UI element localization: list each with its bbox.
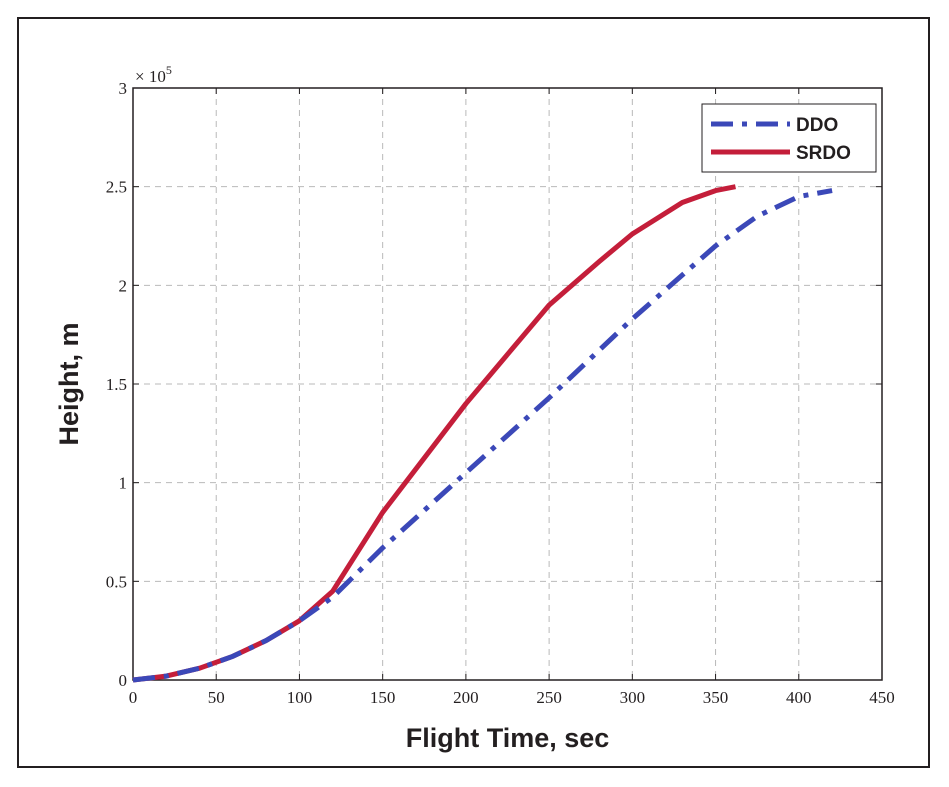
y-axis-multiplier-exponent: 5 — [166, 63, 172, 77]
x-tick-label: 450 — [869, 688, 895, 707]
x-tick-label: 400 — [786, 688, 812, 707]
series-line-ddo — [132, 188, 833, 683]
x-tick-label: 200 — [453, 688, 479, 707]
y-tick-label: 2 — [119, 276, 128, 295]
legend-box — [701, 103, 877, 173]
series-line-srdo — [132, 184, 736, 683]
y-tick-label: 0 — [119, 671, 128, 690]
x-tick-label: 100 — [287, 688, 313, 707]
y-axis-multiplier-base: × 10 — [135, 67, 166, 86]
y-axis-multiplier: × 105 — [135, 63, 172, 86]
series-lines — [132, 184, 833, 683]
y-tick-label: 1.5 — [106, 375, 127, 394]
legend: DDO SRDO — [701, 103, 877, 173]
y-tick-label: 2.5 — [106, 178, 127, 197]
x-axis-label: Flight Time, sec — [406, 723, 610, 753]
x-tick-label: 150 — [370, 688, 396, 707]
y-tick-label: 1 — [119, 474, 128, 493]
x-tick-label: 0 — [129, 688, 138, 707]
y-tick-label: 3 — [119, 79, 128, 98]
x-tick-label: 350 — [703, 688, 729, 707]
x-tick-label: 50 — [208, 688, 225, 707]
legend-label-ddo: DDO — [796, 115, 838, 136]
axis-ticks: 0 50 100 150 200 250 300 350 400 450 0 0.5 1 1.5 2 2.5 3 — [106, 79, 895, 707]
x-tick-label: 300 — [620, 688, 646, 707]
grid — [133, 88, 882, 680]
x-tick-label: 250 — [536, 688, 562, 707]
y-axis-label: Height, m — [54, 322, 84, 445]
y-tick-label: 0.5 — [106, 572, 127, 591]
legend-label-srdo: SRDO — [796, 143, 851, 164]
